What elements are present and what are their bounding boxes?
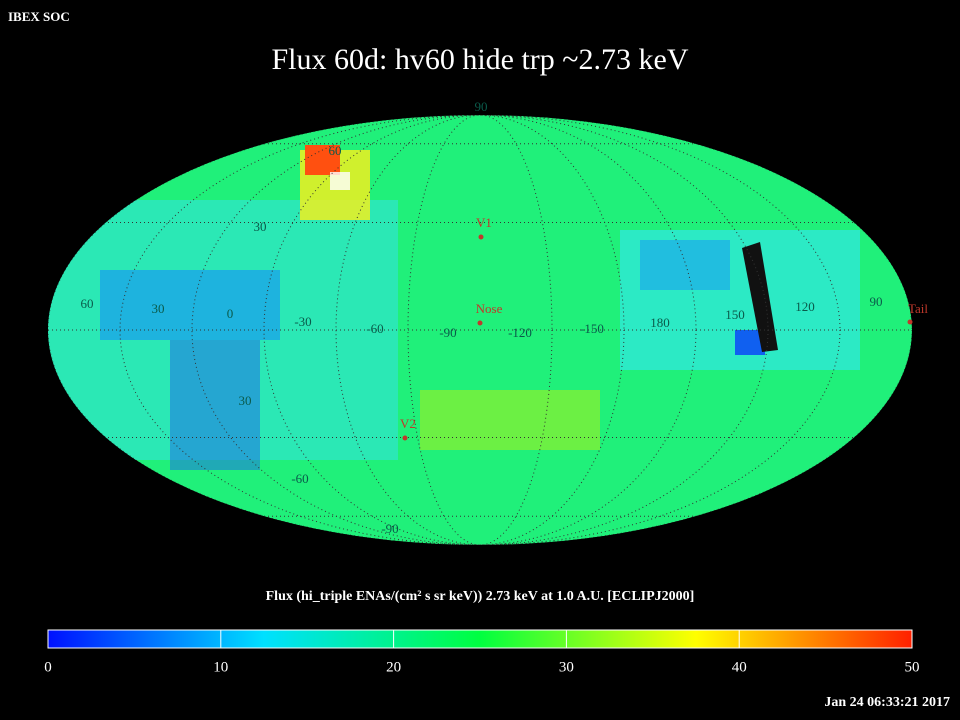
data-gap — [742, 242, 778, 352]
longitude-label: 60 — [81, 296, 94, 311]
latitude-label: 30 — [239, 393, 252, 408]
marker-dot — [907, 319, 913, 325]
marker-label: V2 — [400, 416, 416, 431]
latitude-label: 30 — [254, 219, 267, 234]
map-region — [640, 240, 730, 290]
map-region — [420, 390, 600, 450]
longitude-label: 90 — [870, 294, 883, 309]
longitude-label: -120 — [508, 325, 532, 340]
graticule — [48, 115, 912, 545]
latitude-label: -90 — [381, 521, 398, 536]
colorbar-tick-label: 40 — [732, 659, 747, 675]
colorbar-label: Flux (hi_triple ENAs/(cm² s sr keV)) 2.7… — [266, 589, 695, 604]
marker-label: Nose — [476, 301, 503, 316]
colorbar-tick-label: 0 — [44, 659, 52, 675]
timestamp: Jan 24 06:33:21 2017 — [824, 695, 950, 710]
latitude-label: -60 — [291, 471, 308, 486]
title: Flux 60d: hv60 hide trp ~2.73 keV — [271, 43, 688, 76]
latitude-label: 60 — [329, 143, 342, 158]
marker-label: Tail — [908, 301, 928, 316]
longitude-label: 150 — [725, 307, 745, 322]
longitude-label: -90 — [439, 325, 456, 340]
map-region — [170, 340, 260, 470]
longitude-label: 120 — [795, 299, 815, 314]
header: IBEX SOC — [8, 9, 70, 24]
colorbar-tick-label: 30 — [559, 659, 574, 675]
longitude-label: -60 — [366, 321, 383, 336]
longitude-label: 30 — [152, 301, 165, 316]
map-region — [100, 270, 280, 340]
longitude-label: -30 — [294, 314, 311, 329]
colorbar-tick-label: 10 — [213, 659, 228, 675]
sky-map — [48, 115, 912, 545]
colorbar-tick-label: 50 — [905, 659, 920, 675]
marker-dot — [478, 234, 484, 240]
longitude-label: -150 — [580, 321, 604, 336]
longitude-label: 0 — [227, 306, 234, 321]
longitude-label: 180 — [650, 315, 670, 330]
map-region — [330, 172, 350, 190]
marker-dot — [477, 320, 483, 326]
marker-label: V1 — [476, 215, 492, 230]
colorbar-tick-label: 20 — [386, 659, 401, 675]
colorbar — [47, 629, 913, 649]
marker-dot — [402, 435, 408, 441]
latitude-label: 90 — [475, 99, 488, 114]
